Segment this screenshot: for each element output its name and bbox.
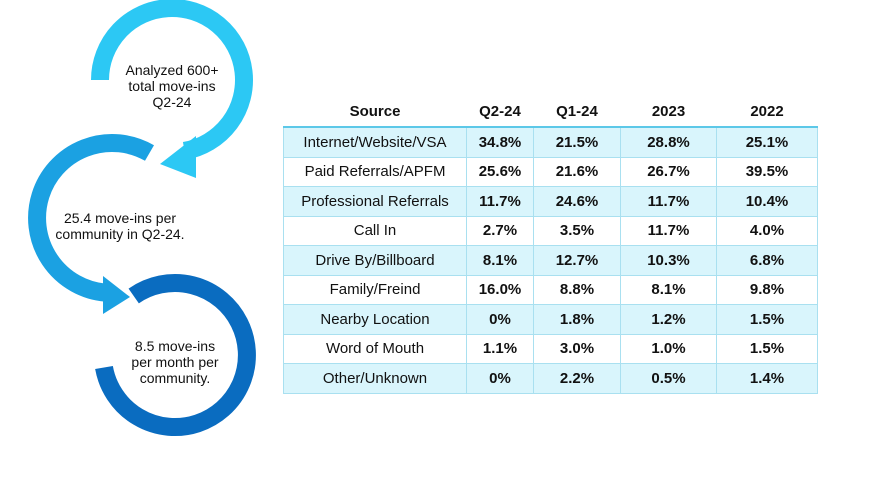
percent-cell: 25.6% <box>466 156 534 187</box>
arrow-ring-2 <box>28 134 154 302</box>
percent-cell: 10.4% <box>716 186 818 217</box>
arrowhead-2 <box>103 276 130 314</box>
table-row: Internet/Website/VSA 34.8% 21.5% 28.8% 25.1% <box>283 126 818 158</box>
source-table: Source Q2-24 Q1-24 2023 2022 Internet/Websit… <box>283 96 818 394</box>
table-row: Paid Referrals/APFM 25.6% 21.6% 26.7% 39.5% <box>283 156 818 187</box>
percent-cell: 39.5% <box>716 156 818 187</box>
source-cell: Paid Referrals/APFM <box>283 156 467 187</box>
source-cell: Other/Unknown <box>283 363 467 394</box>
callout-line: community. <box>139 370 211 386</box>
percent-cell: 11.7% <box>620 186 717 217</box>
percent-cell: 11.7% <box>466 186 534 217</box>
percent-cell: 24.6% <box>533 186 621 217</box>
percent-cell: 1.8% <box>533 304 621 335</box>
percent-cell: 8.1% <box>466 245 534 276</box>
arrowhead-1 <box>160 136 196 178</box>
column-header: 2023 <box>651 102 686 120</box>
percent-cell: 10.3% <box>620 245 717 276</box>
table-row: Word of Mouth 1.1% 3.0% 1.0% 1.5% <box>283 333 818 364</box>
column-header: Source <box>349 102 401 120</box>
percent-cell: 12.7% <box>533 245 621 276</box>
source-cell: Drive By/Billboard <box>283 245 467 276</box>
percent-cell: 1.5% <box>716 333 818 364</box>
percent-cell: 8.8% <box>533 274 621 305</box>
callout-line: per month per <box>131 354 219 370</box>
callout-line: total move-ins <box>128 78 216 94</box>
callout-line: 25.4 move-ins per <box>63 210 177 226</box>
percent-cell: 0.5% <box>620 363 717 394</box>
percent-cell: 4.0% <box>716 215 818 246</box>
percent-cell: 21.6% <box>533 156 621 187</box>
percent-cell: 3.5% <box>533 215 621 246</box>
callout: 8.5 move-ins per month per community. <box>115 338 235 386</box>
percent-cell: 0% <box>466 363 534 394</box>
table-row: Call In 2.7% 3.5% 11.7% 4.0% <box>283 215 818 246</box>
table-row: Drive By/Billboard 8.1% 12.7% 10.3% 6.8% <box>283 245 818 276</box>
table-row: Other/Unknown 0% 2.2% 0.5% 1.4% <box>283 363 818 394</box>
percent-cell: 3.0% <box>533 333 621 364</box>
percent-cell: 0% <box>466 304 534 335</box>
percent-cell: 1.2% <box>620 304 717 335</box>
percent-cell: 26.7% <box>620 156 717 187</box>
percent-cell: 21.5% <box>533 126 621 158</box>
callout-line: 8.5 move-ins <box>134 338 216 354</box>
source-cell: Professional Referrals <box>283 186 467 217</box>
header-row: Source Q2-24 Q1-24 2023 2022 <box>284 96 818 127</box>
percent-cell: 6.8% <box>716 245 818 276</box>
arrow-ring-1 <box>91 0 253 160</box>
percent-cell: 16.0% <box>466 274 534 305</box>
percent-cell: 2.2% <box>533 363 621 394</box>
callout-line: Q2-24 <box>152 94 192 110</box>
percent-cell: 11.7% <box>620 215 717 246</box>
percent-cell: 1.4% <box>716 363 818 394</box>
source-cell: Nearby Location <box>283 304 467 335</box>
percent-cell: 8.1% <box>620 274 717 305</box>
percent-cell: 28.8% <box>620 126 717 158</box>
percent-cell: 2.7% <box>466 215 534 246</box>
table-row: Family/Freind 16.0% 8.8% 8.1% 9.8% <box>283 274 818 305</box>
source-cell: Family/Freind <box>283 274 467 305</box>
table-row: Professional Referrals 11.7% 24.6% 11.7% 10.… <box>283 186 818 217</box>
callout-line: community in Q2-24. <box>55 226 185 242</box>
source-cell: Internet/Website/VSA <box>283 126 467 158</box>
percent-cell: 25.1% <box>716 126 818 158</box>
callout: 25.4 move-ins per community in Q2-24. <box>50 210 190 242</box>
source-cell: Call In <box>283 215 467 246</box>
percent-cell: 9.8% <box>716 274 818 305</box>
column-header: Q2-24 <box>479 102 521 120</box>
column-header: Q1-24 <box>556 102 598 120</box>
percent-cell: 1.1% <box>466 333 534 364</box>
percent-cell: 1.5% <box>716 304 818 335</box>
source-cell: Word of Mouth <box>283 333 467 364</box>
column-header: 2022 <box>750 102 784 120</box>
table-row: Nearby Location 0% 1.8% 1.2% 1.5% <box>283 304 818 335</box>
arrow-ring-3 <box>95 274 256 436</box>
percent-cell: 34.8% <box>466 126 534 158</box>
callout: Analyzed 600+ total move-ins Q2-24 <box>112 62 232 110</box>
percent-cell: 1.0% <box>620 333 717 364</box>
callout-line: Analyzed 600+ <box>125 62 219 78</box>
